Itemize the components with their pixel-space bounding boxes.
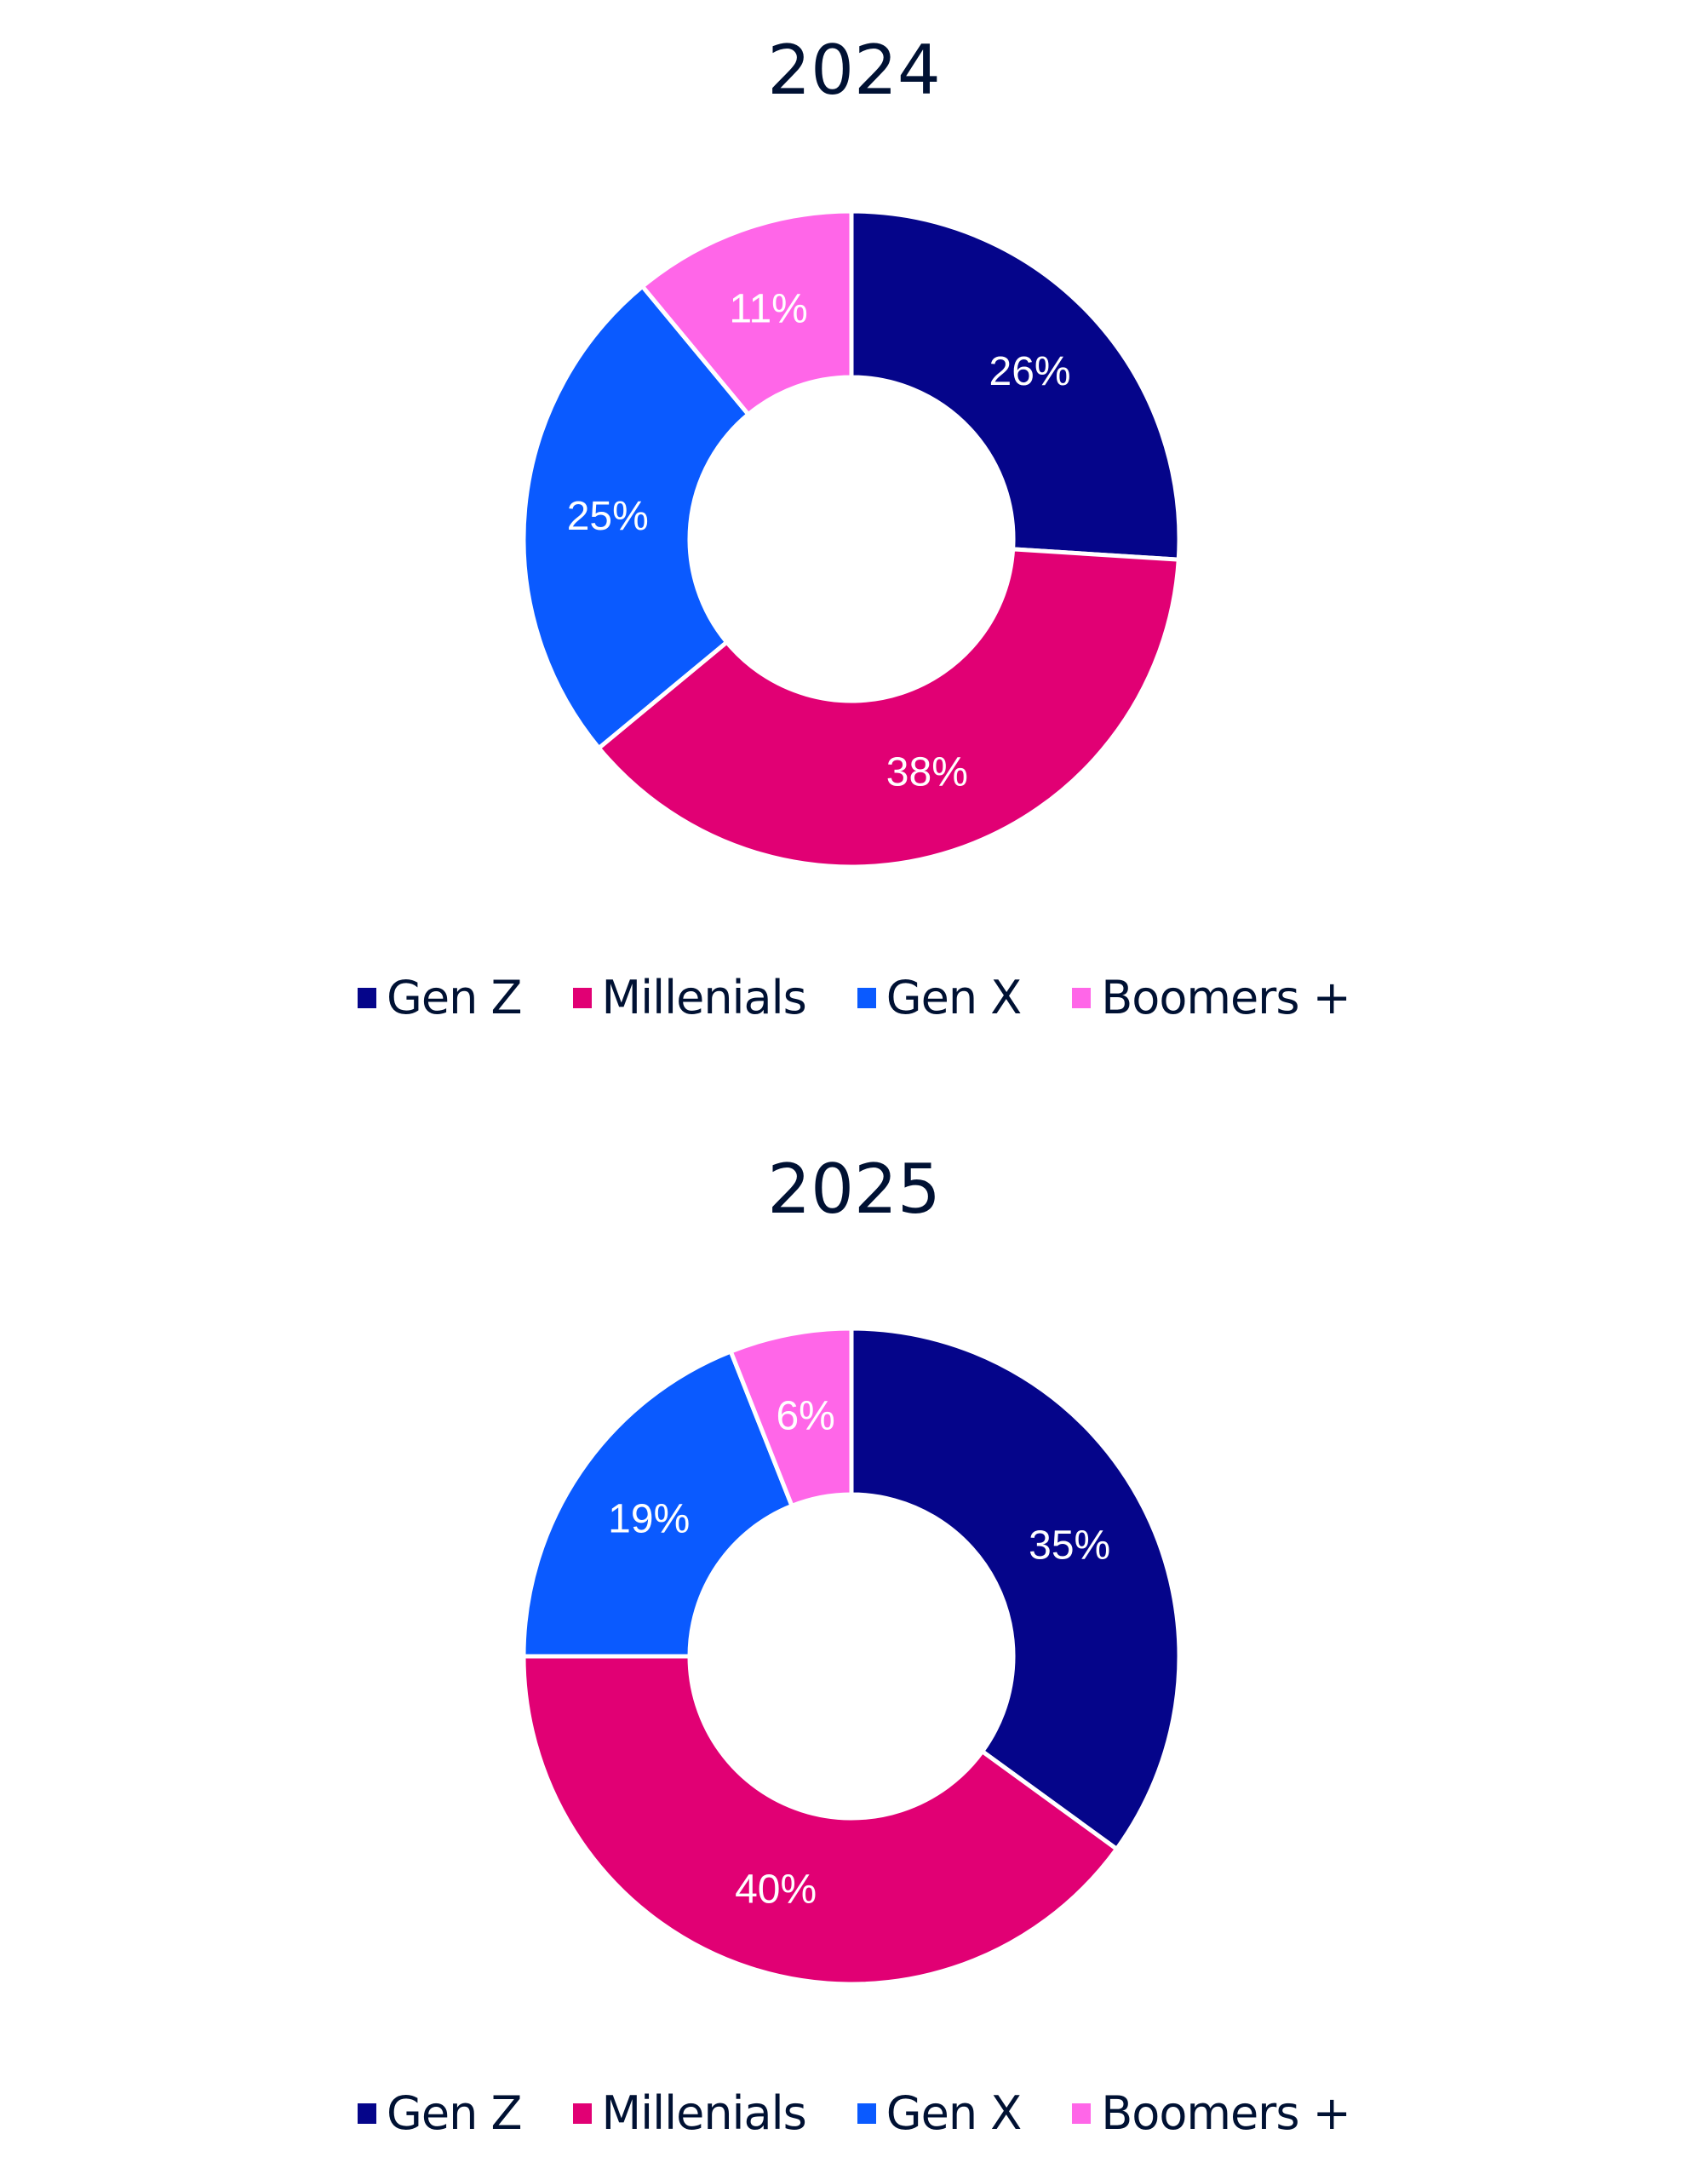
slice-value-label: 40% — [735, 1867, 817, 1912]
legend-item-gen-z[interactable]: Gen Z — [358, 2086, 523, 2140]
legend-item-millenials[interactable]: Millenials — [572, 2086, 807, 2140]
legend-label: Boomers + — [1101, 2086, 1351, 2140]
donut-slice-boomers[interactable] — [639, 209, 854, 418]
legend-label: Gen X — [886, 971, 1022, 1024]
legend-swatch-boomers — [1072, 2103, 1092, 2124]
legend-item-gen-x[interactable]: Gen X — [857, 971, 1022, 1024]
donut-slice-gen-x[interactable] — [521, 283, 752, 751]
donut-slice-boomers[interactable] — [728, 1326, 854, 1509]
legend-item-boomers[interactable]: Boomers + — [1072, 971, 1351, 1024]
donut-slice-gen-z[interactable] — [849, 209, 1182, 562]
chart-title-2024: 2024 — [767, 31, 941, 110]
legend-swatch-gen-x — [857, 987, 876, 1008]
chart-title-2025: 2025 — [767, 1150, 941, 1229]
legend-label: Millenials — [601, 971, 807, 1024]
legend-label: Millenials — [601, 2086, 807, 2140]
legend-item-gen-x[interactable]: Gen X — [857, 2086, 1022, 2140]
legend-item-boomers[interactable]: Boomers + — [1072, 2086, 1351, 2140]
donut-chart-2024: 26% 38% 25% 11% — [521, 209, 1182, 869]
legend-swatch-boomers — [1072, 987, 1092, 1008]
legend-label: Boomers + — [1101, 971, 1351, 1024]
legend-swatch-gen-x — [857, 2103, 876, 2124]
legend-2025: Gen Z Millenials Gen X Boomers + — [0, 2086, 1708, 2140]
slice-value-label: 35% — [1029, 1523, 1110, 1568]
donut-slice-millenials[interactable] — [521, 1654, 1120, 1987]
legend-2024: Gen Z Millenials Gen X Boomers + — [0, 971, 1708, 1024]
legend-swatch-gen-z — [358, 2103, 377, 2124]
slice-value-label: 6% — [776, 1394, 834, 1439]
slice-value-label: 19% — [608, 1496, 690, 1541]
donut-slice-gen-x[interactable] — [521, 1348, 795, 1659]
legend-label: Gen Z — [387, 971, 522, 1024]
donut-slice-millenials[interactable] — [595, 547, 1181, 869]
donut-slice-gen-z[interactable] — [849, 1326, 1182, 1852]
slice-value-label: 11% — [729, 286, 808, 331]
legend-label: Gen Z — [387, 2086, 522, 2140]
legend-item-gen-z[interactable]: Gen Z — [358, 971, 523, 1024]
slice-value-label: 38% — [886, 749, 968, 795]
slice-value-label: 26% — [989, 349, 1071, 394]
legend-swatch-millenials — [572, 2103, 592, 2124]
legend-swatch-millenials — [572, 987, 592, 1008]
slice-value-label: 25% — [567, 494, 649, 539]
legend-label: Gen X — [886, 2086, 1022, 2140]
legend-swatch-gen-z — [358, 987, 377, 1008]
legend-item-millenials[interactable]: Millenials — [572, 971, 807, 1024]
